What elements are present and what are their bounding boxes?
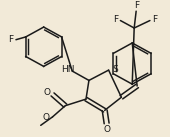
Text: O: O xyxy=(42,113,49,122)
Text: HN: HN xyxy=(62,65,75,74)
Text: F: F xyxy=(135,1,140,10)
Text: F: F xyxy=(113,15,118,24)
Text: S: S xyxy=(113,65,118,74)
Text: O: O xyxy=(103,125,110,135)
Text: O: O xyxy=(43,88,50,97)
Text: F: F xyxy=(8,35,14,44)
Text: F: F xyxy=(152,15,157,24)
